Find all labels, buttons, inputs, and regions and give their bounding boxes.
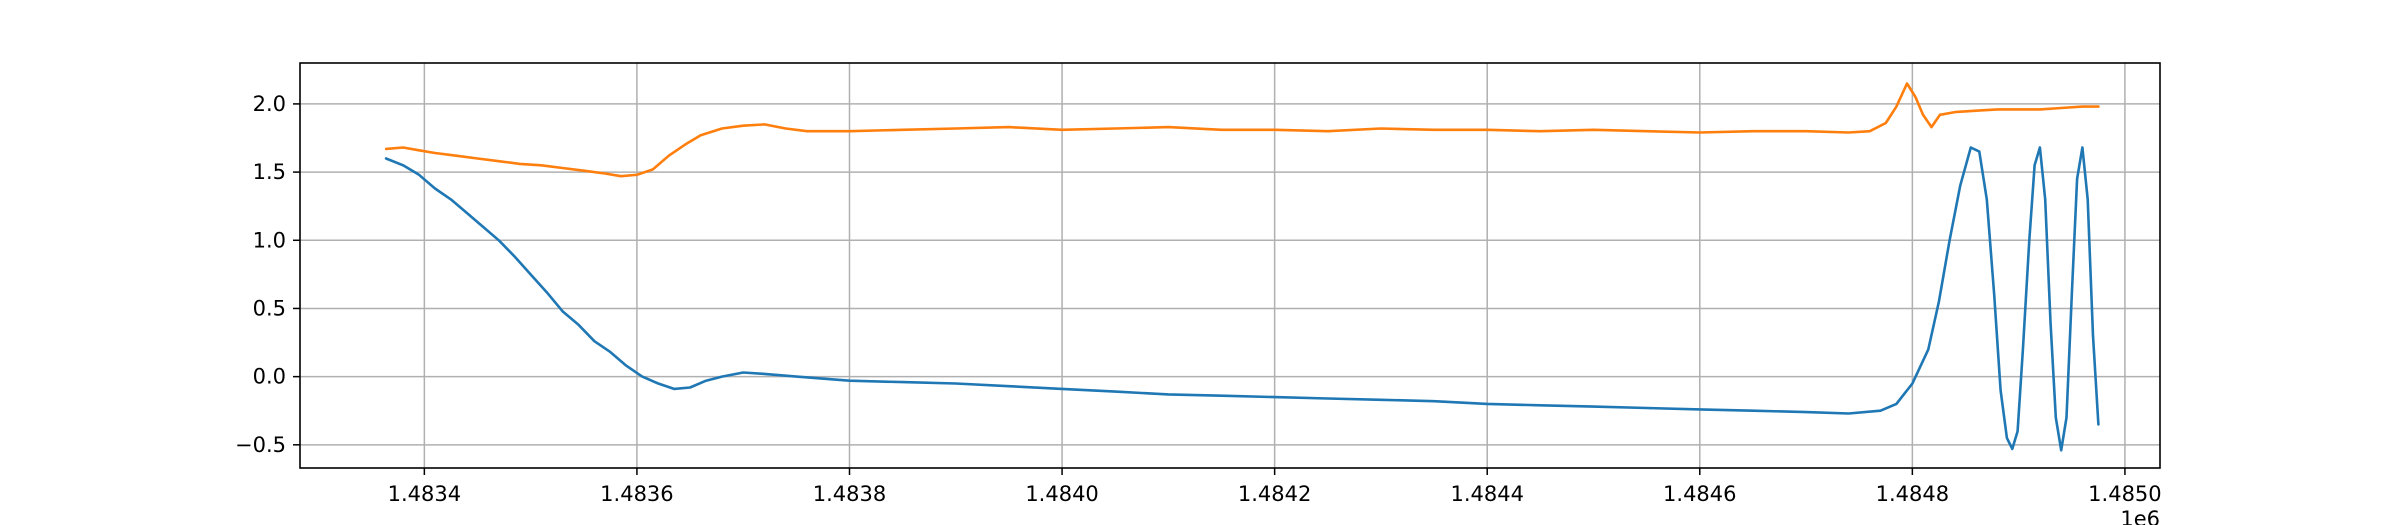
x-tick-label: 1.4838 bbox=[813, 482, 886, 506]
y-tick-label: 0.5 bbox=[253, 296, 286, 320]
x-tick-label: 1.4834 bbox=[388, 482, 461, 506]
y-tick-label: −0.5 bbox=[235, 433, 286, 457]
x-tick-label: 1.4850 bbox=[2088, 482, 2161, 506]
y-tick-label: 2.0 bbox=[253, 92, 286, 116]
series-line-1 bbox=[384, 146, 2100, 452]
x-tick-label: 1.4842 bbox=[1238, 482, 1311, 506]
x-axis-offset-label: 1e6 bbox=[2120, 507, 2160, 525]
series-lines bbox=[384, 82, 2100, 452]
plot-frame bbox=[299, 62, 2161, 469]
x-tick-label: 1.4846 bbox=[1663, 482, 1736, 506]
y-tick-label: 1.5 bbox=[253, 160, 286, 184]
x-tick-label: 1.4836 bbox=[600, 482, 673, 506]
y-tick-label: 0.0 bbox=[253, 365, 286, 389]
x-tick-label: 1.4840 bbox=[1025, 482, 1098, 506]
axis-ticks: 1.4834 1.4836 1.4838 1.4840 1.4842 1.4844 1.48… bbox=[235, 92, 2162, 506]
x-tick-label: 1.4844 bbox=[1450, 482, 1523, 506]
x-tick-label: 1.4848 bbox=[1876, 482, 1949, 506]
series-line-2 bbox=[384, 82, 2100, 178]
y-tick-label: 1.0 bbox=[253, 228, 286, 252]
